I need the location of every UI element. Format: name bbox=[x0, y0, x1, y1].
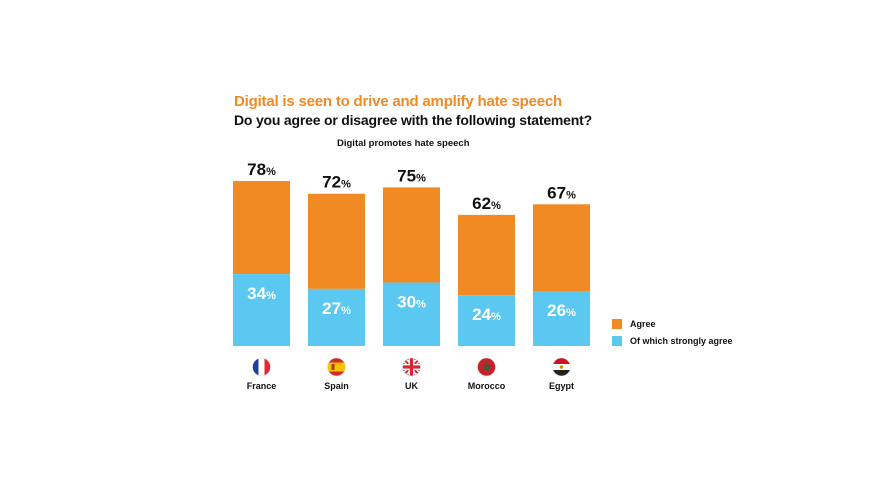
legend-item-agree: Agree bbox=[612, 318, 733, 329]
category-label-egypt: Egypt bbox=[549, 381, 574, 391]
bar-agree-france bbox=[233, 181, 290, 275]
chart-subtitle: Do you agree or disagree with the follow… bbox=[234, 112, 592, 128]
bar-agree-uk bbox=[383, 187, 440, 283]
chart-heading: Digital promotes hate speech bbox=[337, 138, 470, 149]
label-strongly-agree-egypt: 26% bbox=[547, 301, 576, 320]
morocco-flag bbox=[477, 357, 496, 377]
category-label-morocco: Morocco bbox=[468, 381, 506, 391]
bar-strongly-agree-spain bbox=[308, 288, 365, 346]
label-agree-egypt: 67% bbox=[547, 183, 576, 202]
legend-swatch-agree bbox=[612, 318, 622, 329]
label-agree-france: 78% bbox=[247, 160, 276, 179]
label-strongly-agree-uk: 30% bbox=[397, 293, 426, 312]
bar-strongly-agree-uk bbox=[383, 282, 440, 346]
spain-flag bbox=[327, 357, 346, 377]
bar-agree-morocco bbox=[458, 214, 515, 296]
label-strongly-agree-morocco: 24% bbox=[472, 305, 501, 324]
legend-item-strongly-agree: Of which strongly agree bbox=[612, 335, 733, 346]
bar-strongly-agree-france bbox=[233, 274, 290, 346]
chart-title: Digital is seen to drive and amplify hat… bbox=[234, 93, 563, 110]
category-label-spain: Spain bbox=[324, 381, 349, 391]
france-flag bbox=[252, 357, 271, 377]
uk-flag bbox=[402, 357, 421, 377]
egypt-flag bbox=[552, 357, 571, 377]
category-label-uk: UK bbox=[405, 381, 418, 391]
label-agree-uk: 75% bbox=[397, 166, 426, 185]
bar-agree-spain bbox=[308, 193, 365, 289]
legend-swatch-strongly-agree bbox=[612, 335, 622, 346]
label-strongly-agree-spain: 27% bbox=[322, 299, 351, 318]
legend-label-agree: Agree bbox=[630, 318, 656, 329]
bar-strongly-agree-egypt bbox=[533, 291, 590, 346]
label-agree-morocco: 62% bbox=[472, 194, 501, 213]
legend: Agree Of which strongly agree bbox=[612, 318, 733, 352]
legend-label-strongly-agree: Of which strongly agree bbox=[630, 335, 733, 346]
category-label-france: France bbox=[247, 381, 277, 391]
bar-strongly-agree-morocco bbox=[458, 295, 515, 346]
label-strongly-agree-france: 34% bbox=[247, 284, 276, 303]
label-agree-spain: 72% bbox=[322, 173, 351, 192]
bar-agree-egypt bbox=[533, 204, 590, 292]
